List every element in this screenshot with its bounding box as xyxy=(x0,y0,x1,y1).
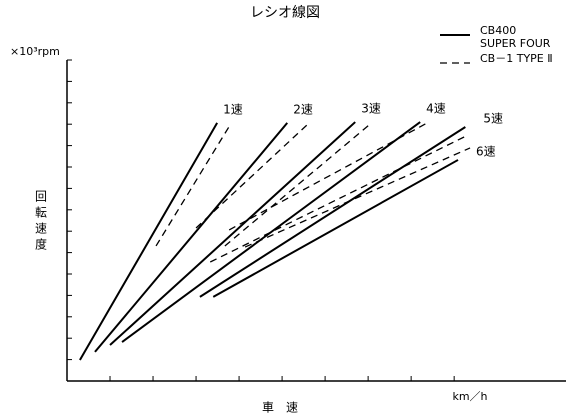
ratio-line xyxy=(212,159,459,298)
ratio-line xyxy=(121,121,421,343)
gear-label: 2速 xyxy=(293,102,313,116)
x-unit: km／h xyxy=(452,390,487,403)
gear-label: 1速 xyxy=(223,102,243,116)
gear-label: 4速 xyxy=(426,102,446,116)
ratio-line xyxy=(228,123,426,231)
legend-label: CB400 xyxy=(480,24,516,37)
ratio-line xyxy=(209,134,469,263)
gear-label: 5速 xyxy=(483,111,503,125)
ratio-line xyxy=(195,122,310,229)
gear-label: 3速 xyxy=(361,102,381,116)
ratio-line xyxy=(155,124,231,247)
y-axis-label: 回転速度 xyxy=(34,190,48,254)
ratio-line xyxy=(199,126,466,298)
ratio-line xyxy=(94,122,289,353)
ratio-line xyxy=(244,147,471,248)
chart-title: レシオ線図 xyxy=(250,5,320,21)
ratio-line xyxy=(79,122,218,361)
gear-label: 6速 xyxy=(476,144,496,158)
ratio-line xyxy=(224,123,371,247)
legend-label: CB－1 TYPE Ⅱ xyxy=(480,52,553,65)
ratio-line xyxy=(109,121,356,346)
y-unit: ×10³rpm xyxy=(10,45,60,58)
x-axis-label: 車 速 xyxy=(262,401,298,415)
legend-label: SUPER FOUR xyxy=(480,37,551,50)
